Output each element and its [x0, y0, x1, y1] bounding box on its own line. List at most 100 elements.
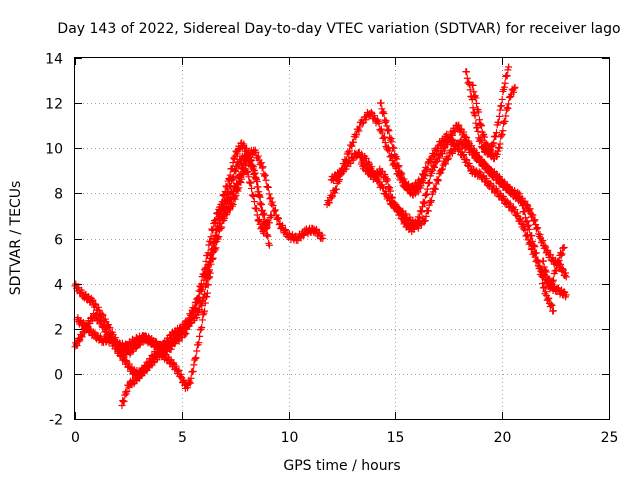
data-point: [526, 205, 534, 213]
data-point: [189, 367, 197, 375]
data-point: [231, 166, 239, 174]
data-point: [198, 302, 206, 310]
data-point: [345, 150, 353, 158]
data-point: [544, 295, 552, 303]
data-point: [391, 199, 399, 207]
data-point: [391, 154, 399, 162]
data-point: [353, 131, 361, 139]
data-point: [505, 63, 513, 71]
data-point: [528, 232, 536, 240]
data-point: [275, 215, 283, 223]
data-point: [201, 264, 209, 272]
data-point: [197, 325, 205, 333]
data-point: [197, 280, 205, 288]
data-point: [262, 176, 270, 184]
data-point: [184, 318, 192, 326]
data-point: [419, 179, 427, 187]
data-point: [202, 257, 210, 265]
data-point: [261, 172, 269, 180]
data-point: [420, 199, 428, 207]
data-point: [540, 283, 548, 291]
data-point: [77, 332, 85, 340]
data-points: [71, 63, 570, 409]
data-point: [199, 270, 207, 278]
data-point: [253, 177, 261, 185]
data-point: [198, 324, 206, 332]
data-point: [271, 207, 279, 215]
data-point: [444, 156, 452, 164]
data-point: [503, 104, 511, 112]
data-point: [469, 104, 477, 112]
data-point: [387, 135, 395, 143]
data-point: [466, 86, 474, 94]
grid-lines: [75, 58, 609, 419]
data-point: [441, 159, 449, 167]
data-point: [383, 175, 391, 183]
data-point: [422, 212, 430, 220]
data-point: [495, 143, 503, 151]
chart-title: Day 143 of 2022, Sidereal Day-to-day VTE…: [57, 21, 620, 37]
data-point: [511, 206, 519, 214]
data-point: [273, 215, 281, 223]
data-point: [195, 339, 203, 347]
data-point: [483, 141, 491, 149]
data-point: [547, 300, 555, 308]
data-point: [175, 366, 183, 374]
data-point: [383, 122, 391, 130]
data-point: [517, 220, 525, 228]
data-point: [414, 224, 422, 232]
data-point: [549, 278, 557, 286]
data-point: [425, 179, 433, 187]
data-point: [212, 216, 220, 224]
data-point: [258, 207, 266, 215]
data-point: [413, 221, 421, 229]
data-point: [498, 95, 506, 103]
data-point: [472, 167, 480, 175]
data-point: [499, 127, 507, 135]
data-point: [78, 333, 86, 341]
data-point: [469, 81, 477, 89]
data-point: [516, 216, 524, 224]
data-point: [203, 289, 211, 297]
data-point: [259, 163, 267, 171]
data-point: [421, 191, 429, 199]
data-point: [384, 126, 392, 134]
data-point: [418, 208, 426, 216]
data-point: [427, 198, 435, 206]
data-point: [213, 234, 221, 242]
data-point: [81, 291, 89, 299]
data-point: [495, 112, 503, 120]
data-point: [148, 334, 156, 342]
data-point: [343, 162, 351, 170]
data-point: [441, 147, 449, 155]
data-point: [478, 144, 486, 152]
data-point: [532, 249, 540, 257]
data-point: [198, 316, 206, 324]
data-point: [485, 148, 493, 156]
data-point: [199, 311, 207, 319]
data-point: [229, 159, 237, 167]
data-point: [201, 299, 209, 307]
data-point: [473, 124, 481, 132]
data-point: [499, 192, 507, 200]
data-point: [190, 361, 198, 369]
data-point: [356, 123, 364, 131]
series-sat-j: [376, 99, 429, 199]
y-tick-label: 14: [45, 52, 63, 68]
data-point: [538, 237, 546, 245]
data-point: [511, 83, 519, 91]
data-point: [562, 291, 570, 299]
data-point: [455, 121, 463, 129]
data-point: [94, 303, 102, 311]
series-sat-i: [468, 81, 519, 163]
data-point: [206, 237, 214, 245]
data-point: [547, 282, 555, 290]
data-point: [396, 208, 404, 216]
data-point: [544, 246, 552, 254]
data-point: [464, 79, 472, 87]
data-point: [423, 185, 431, 193]
data-point: [448, 131, 456, 139]
data-point: [264, 183, 272, 191]
data-point: [375, 120, 383, 128]
data-point: [187, 374, 195, 382]
